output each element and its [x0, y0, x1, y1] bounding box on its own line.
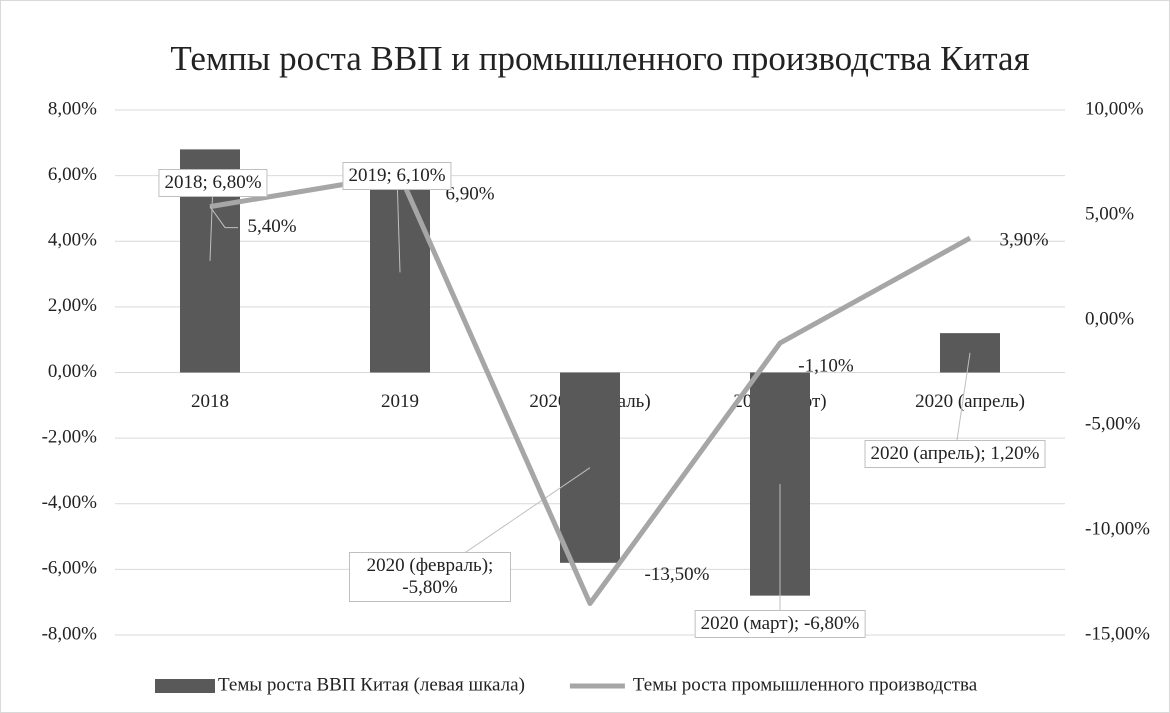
leader-line [209, 206, 238, 229]
y2-tick-label: 5,00% [1085, 203, 1134, 224]
legend-swatch [155, 679, 215, 693]
x-tick-label: 2018 [191, 391, 229, 412]
line-label: 3,90% [999, 229, 1048, 250]
y-tick-label: 4,00% [48, 230, 97, 251]
line-label: 6,90% [445, 183, 494, 204]
bar-label: 2020 (март); -6,80% [694, 609, 866, 638]
legend-label: Темы роста промышленного производства [633, 674, 978, 695]
bar-label: 2019; 6,10% [342, 161, 452, 190]
y-tick-label: 2,00% [48, 295, 97, 316]
x-tick-label: 2020 (апрель) [915, 391, 1025, 412]
y2-tick-label: 10,00% [1085, 98, 1144, 119]
y-tick-label: -2,00% [42, 426, 98, 447]
chart-title: Темпы роста ВВП и промышленного производ… [170, 39, 1029, 78]
y-tick-label: -4,00% [42, 492, 98, 513]
leader-line [396, 175, 401, 273]
line-label: -1,10% [798, 355, 854, 376]
leader-line [954, 352, 971, 454]
bar-label: 2020 (апрель); 1,20% [864, 439, 1046, 468]
bar-label: 2020 (февраль); -5,80% [349, 551, 511, 602]
y-tick-label: 8,00% [48, 98, 97, 119]
y-tick-label: -6,00% [42, 558, 98, 579]
y-tick-label: -8,00% [42, 623, 98, 644]
y-tick-label: 6,00% [48, 164, 97, 185]
y2-tick-label: -5,00% [1085, 413, 1141, 434]
legend-label: Темы роста ВВП Китая (левая шкала) [218, 674, 525, 695]
line-label: 5,40% [247, 216, 296, 237]
y2-tick-label: -15,00% [1085, 623, 1150, 644]
line-label: -13,50% [645, 564, 710, 585]
line [209, 172, 972, 606]
y2-tick-label: 0,00% [1085, 308, 1134, 329]
y2-tick-label: -10,00% [1085, 518, 1150, 539]
x-tick-label: 2019 [381, 391, 419, 412]
bar-label: 2018; 6,80% [158, 168, 268, 197]
y-tick-label: 0,00% [48, 361, 97, 382]
